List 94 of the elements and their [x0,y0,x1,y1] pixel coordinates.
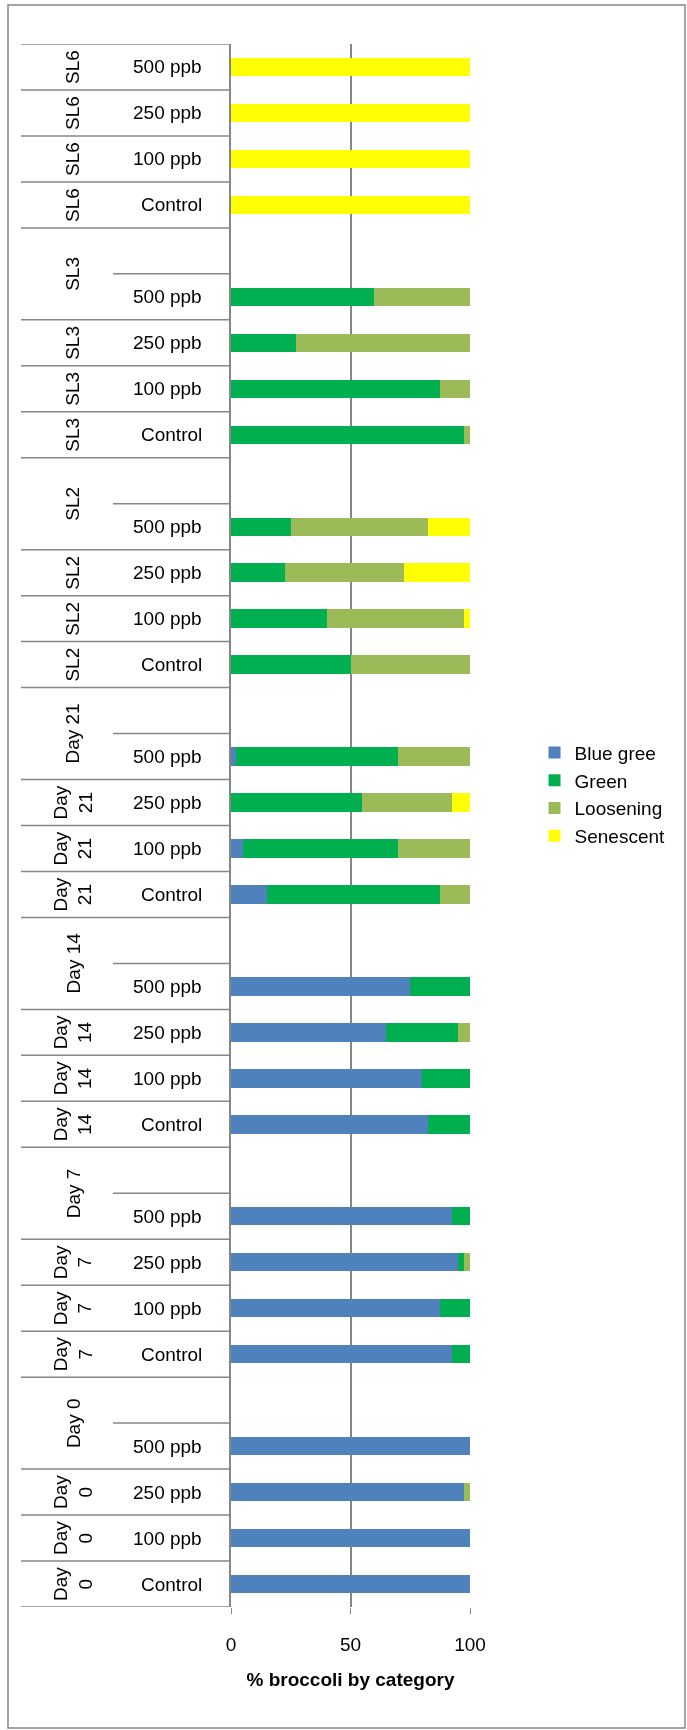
bar [231,839,243,858]
bar [290,517,429,536]
bar [231,1207,453,1226]
bar [231,977,411,996]
bar [231,1115,429,1134]
bar [242,839,399,858]
category-label: SL2 Control [62,647,203,682]
category-label: SL3 500 ppb [62,257,202,307]
bar [440,885,470,904]
category-label: Day 7 100 ppb [49,1291,202,1326]
x-axis-title: % broccoli by category [246,1668,455,1690]
category-label: Day 21 500 ppb [62,703,202,767]
category-label: Day 7 500 ppb [62,1168,202,1227]
bar [398,747,470,766]
bar [231,1528,470,1548]
bar [231,103,470,123]
category-label: Day 14 100 ppb [49,1061,202,1096]
bar [231,195,470,215]
bar [440,1299,470,1318]
category-label: SL3 100 ppb [62,371,202,406]
category-label: SL6 Control [62,188,203,222]
bar [440,379,470,398]
bar [428,1115,470,1134]
bar [235,747,399,766]
bar [362,793,453,812]
bar [231,287,375,307]
bar [231,1023,387,1042]
bar [284,563,405,582]
category-label: Day 0 250 ppb [49,1475,202,1510]
bar [464,1482,470,1502]
category-label: SL2 500 ppb [62,486,202,537]
bar [231,517,291,536]
bar [231,1344,453,1364]
category-label: Day 14 250 ppb [49,1015,202,1050]
bar [386,1023,459,1042]
bar [231,379,441,398]
bar [231,1069,423,1088]
category-label: SL2 100 ppb [62,601,202,636]
category-label: Day 14 500 ppb [62,933,202,997]
bar [231,655,351,674]
bar [231,885,267,904]
bar [326,609,465,628]
bar [231,149,470,169]
x-tick-label: 0 [225,1633,237,1655]
bar [231,793,363,812]
bar [231,563,285,582]
category-label: SL3 Control [62,417,203,452]
bar [452,1344,470,1364]
bar [231,1436,470,1456]
legend-label: Blue gree [574,743,656,764]
bar [231,747,236,766]
bar [398,839,470,858]
bar [231,425,465,444]
bar [231,1482,465,1502]
bar [374,287,470,307]
bar [452,1207,470,1226]
category-label: Day 0 100 ppb [49,1521,202,1556]
bar [422,1069,470,1088]
category-label: Day 21 250 ppb [50,785,202,820]
category-label: SL6 100 ppb [62,142,202,176]
x-tick-label: 50 [339,1633,362,1655]
category-label: Day 14 Control [49,1107,203,1142]
bar [231,333,296,352]
bar [295,333,470,352]
bar [231,1299,441,1318]
bar [458,1253,465,1272]
bar [231,609,327,628]
category-label: Day 7 250 ppb [49,1245,202,1280]
category-label: SL6 500 ppb [62,50,202,84]
category-label: Day 0 500 ppb [62,1398,202,1457]
bar [452,793,470,812]
bar [404,563,470,582]
category-label: Day 7 Control [49,1337,203,1372]
legend-label: Senescent [574,826,666,848]
category-label: Day 0 Control [49,1567,203,1602]
category-label: SL2 250 ppb [62,555,202,590]
category-label: Day 21 Control [49,877,203,912]
legend-label: Loosening [574,798,663,820]
bar [464,425,470,444]
bar [350,655,470,674]
bar [231,1253,459,1272]
bar [464,609,470,628]
category-label: SL3 250 ppb [62,326,202,360]
category-label: SL6 250 ppb [62,96,202,130]
legend-label: Green [574,770,628,792]
bar [458,1023,470,1042]
bar [410,977,470,996]
x-tick-label: 100 [454,1633,486,1655]
category-label: Day 21 100 ppb [49,831,202,866]
bar [428,517,470,536]
bar [266,885,441,904]
bar [231,57,470,77]
bar [231,1574,470,1594]
bar [464,1253,470,1272]
